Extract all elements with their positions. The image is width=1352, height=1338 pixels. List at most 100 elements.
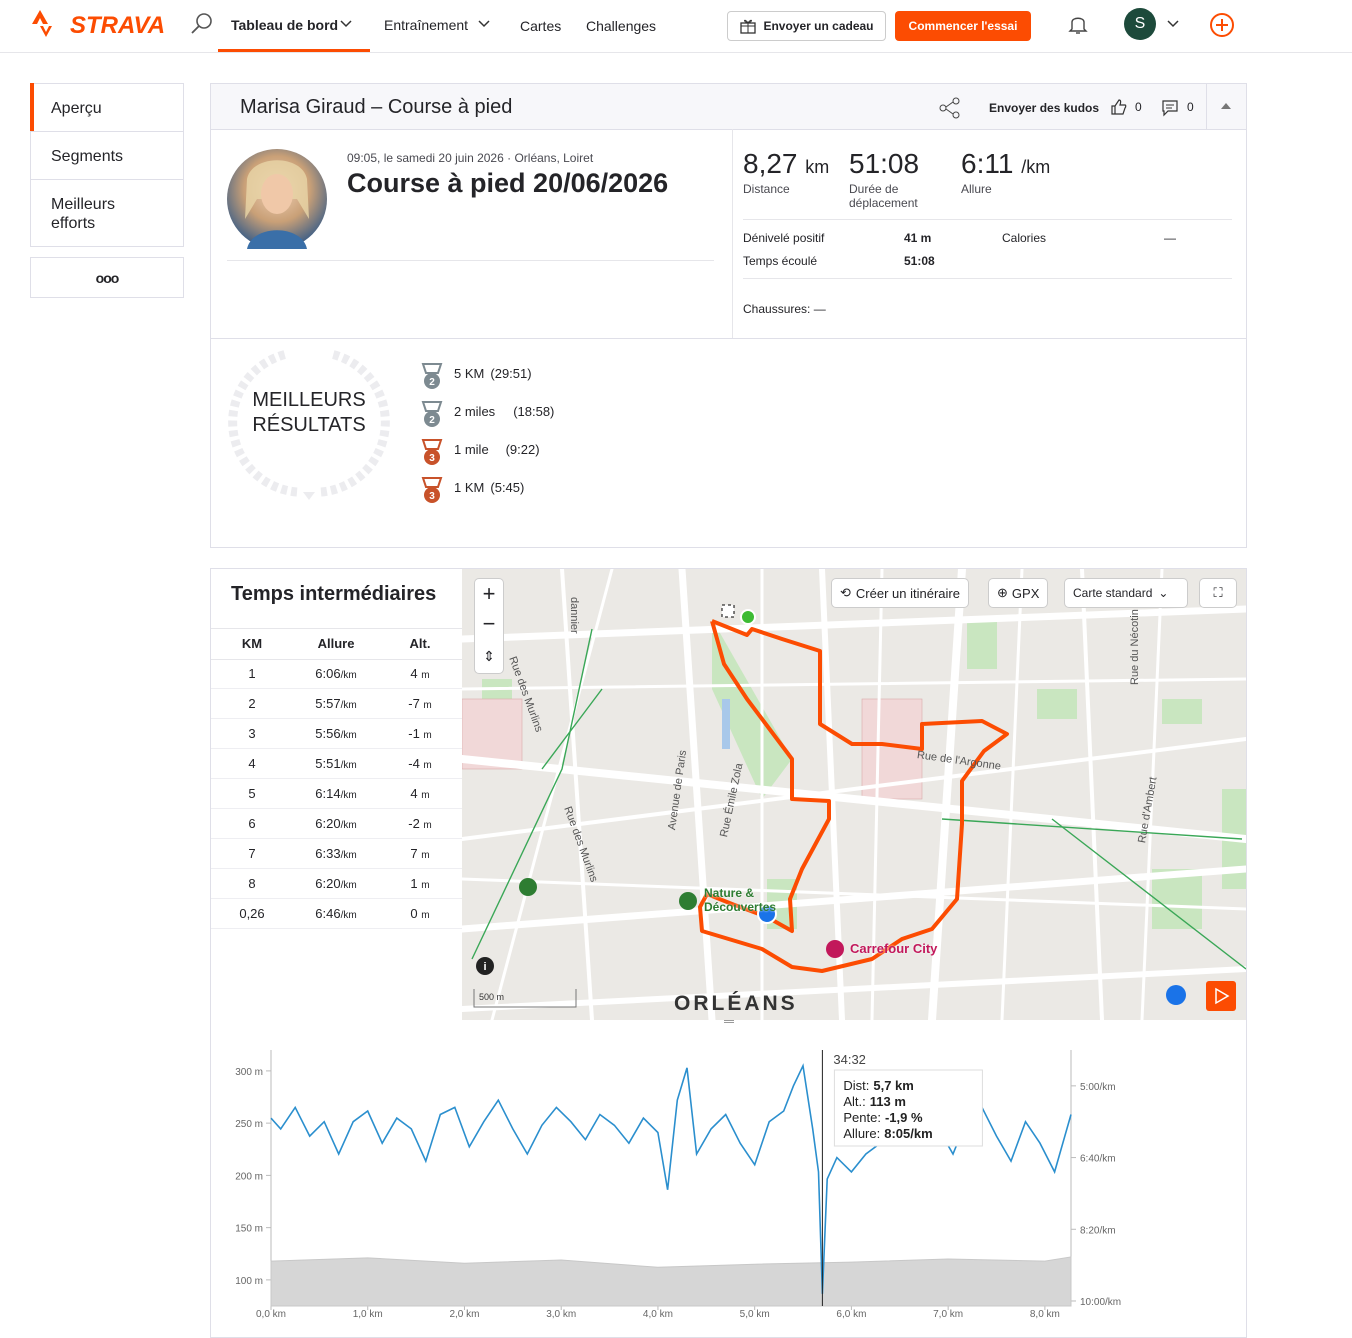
best-effort-time: (9:22) — [505, 442, 540, 457]
split-alt: -1 m — [380, 726, 460, 741]
nav-item[interactable]: Challenges — [586, 18, 657, 34]
bell-icon[interactable] — [1066, 12, 1090, 36]
more-button[interactable]: ooo — [30, 257, 184, 298]
row-divider — [211, 688, 462, 689]
alt-value: -4 — [408, 756, 420, 771]
nav-item[interactable]: Entraînement — [384, 17, 469, 33]
fullscreen-button[interactable]: ⛶ — [1200, 579, 1236, 607]
medal-disc — [424, 411, 440, 427]
x-tick-label: 4,0 km — [643, 1309, 673, 1320]
nav-underline — [218, 49, 370, 52]
divider — [743, 219, 1232, 220]
caret — [1221, 103, 1231, 109]
row-divider — [211, 928, 462, 929]
sidebar-item[interactable]: Meilleurs efforts — [51, 196, 116, 232]
avatar[interactable]: S — [1124, 8, 1156, 40]
poi — [826, 940, 844, 958]
alt-unit: m — [421, 670, 430, 681]
medal: 2 — [421, 363, 443, 389]
alt-unit: m — [421, 910, 430, 921]
medal-ribbon — [421, 439, 443, 450]
pace-value: 5:57 — [315, 696, 341, 711]
alt-value: 4 — [410, 786, 418, 801]
place-label: Carrefour City — [850, 941, 938, 956]
row-divider — [211, 808, 462, 809]
alt-unit: m — [421, 850, 430, 861]
map-style-button[interactable]: Carte standard ⌄ — [1065, 579, 1187, 607]
y-tick-label: 200 m — [235, 1171, 263, 1182]
scale-bar — [473, 989, 577, 1008]
pace-unit: /km — [340, 730, 357, 741]
zoom-controls[interactable]: + − ⇕ — [475, 579, 503, 673]
resize-handle[interactable] — [724, 1020, 734, 1023]
split-pace: 6:33/km — [296, 846, 376, 861]
stat-unit: km — [805, 157, 830, 177]
medal-disc — [424, 449, 440, 465]
best-effort-time: (5:45) — [490, 480, 525, 495]
top-bar: STRAVA Tableau de bord Entraînement Cart… — [0, 0, 1352, 53]
row-divider — [211, 838, 462, 839]
comment-icon[interactable] — [1161, 99, 1179, 117]
pace-unit: /km — [340, 790, 357, 801]
divider — [31, 179, 183, 180]
logo-text[interactable]: STRAVA — [70, 12, 166, 39]
best-effort-name: 2 miles — [454, 404, 496, 419]
tooltip-value: 8:05/km — [884, 1126, 932, 1141]
stat-number: 6:11 — [961, 148, 1014, 179]
stat-label: Allure — [961, 182, 992, 196]
play-button[interactable] — [1206, 981, 1236, 1011]
detail-value: — — [1164, 231, 1176, 245]
info-icon[interactable] — [476, 957, 494, 975]
start-marker — [740, 609, 756, 625]
best-effort-time: (29:51) — [490, 366, 532, 381]
collapse-button[interactable] — [1206, 84, 1247, 129]
split-km: 7 — [248, 846, 256, 861]
trial-button[interactable]: Commencer l'essai — [895, 11, 1031, 41]
pace-value: 6:20 — [315, 876, 341, 891]
split-km: 6 — [248, 816, 256, 831]
roads — [462, 569, 1246, 1020]
split-pace: 5:56/km — [296, 726, 376, 741]
chart-area: 100 m 150 m 200 m 250 m 300 m 5:00/km 6:40/km 8… — [235, 1050, 1121, 1320]
pace-value: 5:56 — [315, 726, 341, 741]
x-tick-label: 6,0 km — [836, 1309, 866, 1320]
medal-disc — [424, 373, 440, 389]
sidebar-item[interactable]: Aperçu — [51, 100, 102, 117]
best-effort-name: 5 KM — [454, 366, 485, 381]
elevation-area — [270, 1256, 1072, 1307]
split-pace: 6:20/km — [296, 816, 376, 831]
share-icon[interactable] — [939, 97, 961, 119]
medal: 2 — [421, 401, 443, 427]
split-alt: 4 m — [380, 786, 460, 801]
nav-item[interactable]: Cartes — [520, 18, 562, 34]
y2-tick-label: 5:00/km — [1080, 1082, 1116, 1093]
split-km: 2 — [248, 696, 256, 711]
detail-label: Dénivelé positif — [743, 231, 825, 245]
alt-value: -7 — [408, 696, 420, 711]
kudos-button[interactable]: Envoyer des kudos — [989, 101, 1100, 115]
split-km: 3 — [248, 726, 256, 741]
poi — [1166, 985, 1186, 1005]
pace-unit: /km — [340, 850, 357, 861]
map[interactable]: i + − ⇕ ⟲ Créer un itinéraire ⊕ GPX Carte st… — [462, 569, 1246, 1020]
kudos-icon[interactable] — [1110, 98, 1128, 116]
y2-tick-label: 6:40/km — [1080, 1154, 1116, 1165]
sidebar-item[interactable]: Segments — [51, 148, 124, 165]
route-button[interactable]: ⟲ Créer un itinéraire — [832, 579, 968, 607]
medal-rank: 2 — [429, 377, 435, 388]
position-marker — [757, 904, 777, 924]
tooltip-value: 113 m — [870, 1094, 906, 1109]
detail-label: Temps écoulé — [743, 254, 818, 268]
pace-unit: /km — [340, 820, 357, 831]
profile-photo — [227, 149, 327, 249]
gift-icon — [740, 19, 757, 34]
gpx-button[interactable]: ⊕ GPX — [989, 579, 1048, 607]
search-icon[interactable] — [190, 12, 214, 36]
x-tick-label: 1,0 km — [353, 1309, 383, 1320]
gift-button[interactable]: Envoyer un cadeau — [727, 11, 886, 41]
x-tick-label: 2,0 km — [449, 1309, 479, 1320]
best-effort-name: 1 KM — [454, 480, 485, 495]
nav-item[interactable]: Tableau de bord — [231, 17, 339, 33]
map-style-label: Carte standard — [1073, 586, 1153, 600]
add-icon[interactable] — [1209, 12, 1235, 38]
